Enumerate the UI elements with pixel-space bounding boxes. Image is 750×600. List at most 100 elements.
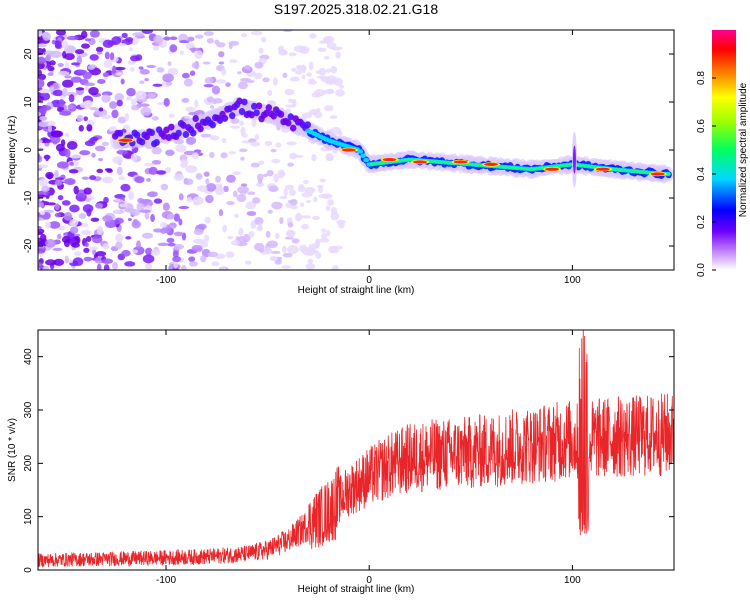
colorbar-tick-label: 0.8	[696, 71, 707, 85]
heatmap-noise-blob	[82, 71, 92, 80]
heatmap-noise-blob	[328, 245, 338, 254]
heatmap-noise-blob	[89, 30, 100, 38]
heatmap-noise-blob	[38, 56, 46, 64]
heatmap-noise-blob	[38, 121, 49, 128]
heatmap-noise-blob	[67, 104, 74, 110]
heatmap-noise-blob	[112, 156, 124, 164]
colorbar-ticks: 0.0 0.2 0.4 0.6 0.8	[696, 71, 716, 277]
heatmap-noise-blob	[203, 171, 210, 177]
heatmap-noise-blob	[68, 169, 79, 174]
heatmap-noise-blob	[64, 75, 72, 79]
heatmap-noise-blob	[301, 112, 313, 119]
heatmap-noise-blob	[173, 231, 184, 237]
heatmap-noise-blob	[246, 211, 257, 217]
heatmap-noise-blob	[56, 233, 62, 240]
heatmap-noise-blob	[85, 236, 92, 243]
heatmap-noise-blob	[230, 125, 241, 129]
heatmap-ridge-core	[226, 105, 234, 113]
heatmap-noise-blob	[38, 111, 42, 117]
heatmap-noise-blob	[301, 74, 306, 80]
heatmap-noise-blob	[134, 176, 145, 184]
heatmap-noise-blob	[187, 36, 195, 42]
heatmap-noise-blob	[299, 46, 310, 54]
heatmap-noise-blob	[155, 170, 167, 175]
heatmap-noise-blob	[227, 235, 234, 240]
heatmap-noise-blob	[64, 61, 69, 70]
heatmap-ridge-core	[190, 129, 197, 137]
heatmap-noise-blob	[266, 240, 279, 249]
heatmap-noise-blob	[45, 259, 57, 266]
heatmap-noise-blob	[102, 243, 110, 250]
heatmap-ylabel: Frequency (Hz)	[7, 116, 18, 185]
heatmap-noise-blob	[76, 114, 84, 122]
heatmap-noise-blob	[72, 233, 81, 237]
heatmap-noise-blob	[304, 186, 316, 194]
heatmap-noise-blob	[210, 105, 215, 109]
heatmap-noise-blob	[44, 154, 50, 162]
heatmap-ytick-label: 20	[23, 48, 34, 60]
heatmap-noise-blob	[268, 185, 279, 193]
heatmap-noise-blob	[38, 73, 47, 81]
heatmap-noise-blob	[131, 98, 137, 106]
heatmap-hotspot	[118, 138, 133, 142]
heatmap-noise-blob	[250, 141, 261, 147]
heatmap-noise-blob	[254, 133, 260, 141]
heatmap-noise-blob	[209, 151, 215, 159]
heatmap-noise-blob	[274, 232, 280, 239]
heatmap-noise-blob	[301, 215, 312, 219]
heatmap-noise-blob	[269, 255, 278, 262]
heatmap-noise-blob	[52, 247, 63, 252]
heatmap-noise-blob	[300, 223, 309, 230]
heatmap-noise-blob	[237, 186, 250, 194]
heatmap-noise-blob	[329, 115, 338, 120]
heatmap-noise-blob	[130, 55, 140, 62]
snr-xlabel: Height of straight line (km)	[298, 584, 415, 595]
heatmap-noise-blob	[132, 32, 144, 37]
heatmap-noise-blob	[115, 72, 124, 76]
heatmap-noise-blob	[189, 47, 201, 52]
heatmap-noise-blob	[140, 106, 152, 116]
heatmap-noise-blob	[54, 213, 62, 218]
heatmap-ridge-core	[165, 134, 173, 142]
heatmap-noise-blob	[167, 67, 179, 76]
heatmap-ridge-core	[255, 102, 263, 110]
heatmap-noise-blob	[38, 153, 41, 163]
heatmap-noise-blob	[160, 221, 168, 228]
heatmap-noise-blob	[146, 178, 151, 182]
heatmap-noise-blob	[38, 47, 45, 56]
heatmap-noise-blob	[70, 76, 82, 83]
heatmap-noise-blob	[39, 178, 49, 187]
heatmap-noise-blob	[75, 87, 85, 91]
heatmap-noise-blob	[244, 64, 251, 71]
heatmap-noise-blob	[38, 62, 45, 70]
heatmap-noise-blob	[279, 216, 284, 225]
heatmap-noise-blob	[127, 217, 132, 222]
heatmap-marks	[38, 30, 674, 270]
heatmap-noise-blob	[245, 260, 252, 265]
heatmap-noise-blob	[289, 205, 298, 210]
heatmap-noise-blob	[320, 228, 326, 233]
heatmap-noise-blob	[283, 188, 288, 197]
heatmap-noise-blob	[295, 70, 303, 75]
heatmap-noise-blob	[84, 140, 96, 147]
heatmap-noise-blob	[221, 68, 227, 76]
heatmap-hotspot	[453, 160, 468, 164]
heatmap-noise-blob	[54, 203, 60, 211]
heatmap-noise-blob	[151, 159, 162, 165]
heatmap-ridge-core	[263, 109, 270, 117]
heatmap-noise-blob	[330, 126, 342, 135]
heatmap-noise-blob	[330, 46, 343, 51]
heatmap-ridge-core	[175, 129, 182, 137]
heatmap-noise-blob	[191, 152, 200, 159]
heatmap-noise-blob	[57, 225, 66, 231]
heatmap-noise-blob	[178, 218, 183, 226]
heatmap-hotspot	[545, 167, 560, 171]
heatmap-noise-blob	[205, 183, 217, 192]
heatmap-hotspot	[595, 167, 610, 171]
heatmap-noise-blob	[327, 199, 335, 206]
heatmap-noise-blob	[203, 31, 214, 37]
heatmap-noise-blob	[236, 194, 247, 203]
heatmap-noise-blob	[121, 249, 131, 257]
heatmap-noise-blob	[38, 201, 45, 208]
heatmap-noise-blob	[136, 240, 141, 250]
